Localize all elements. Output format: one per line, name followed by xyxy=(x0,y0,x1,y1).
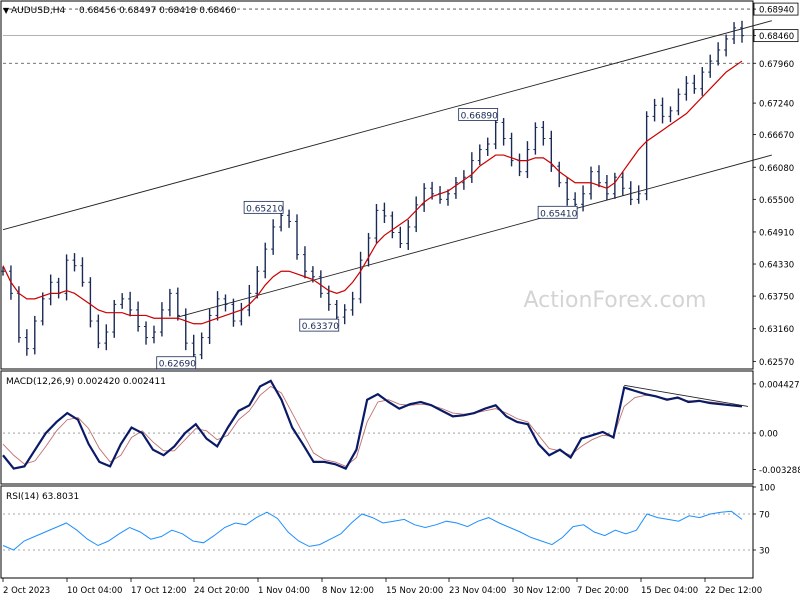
annotation-label: 0.62690 xyxy=(159,360,196,370)
x-tick-label: 7 Dec 20:00 xyxy=(577,586,629,596)
moving-average-line xyxy=(2,60,743,325)
x-tick-label: 23 Nov 04:00 xyxy=(449,586,506,596)
rsi-line xyxy=(2,510,743,551)
macd-tick-label: 0.004427 xyxy=(759,380,800,390)
macd-tick-label: -0.003288 xyxy=(759,466,800,476)
price-tick-label: 0.63750 xyxy=(759,293,794,303)
macd-tick-label: 0.00 xyxy=(759,430,778,440)
x-tick-label: 15 Dec 04:00 xyxy=(641,586,698,596)
symbol-label: AUDUSD,H4 xyxy=(11,6,66,16)
price-tick-label: 0.63160 xyxy=(759,325,794,335)
x-tick-label: 2 Oct 2023 xyxy=(3,586,50,596)
annotation-label: 0.66890 xyxy=(461,111,498,121)
channel-lower-line xyxy=(177,154,772,318)
rsi-tick-label: 30 xyxy=(759,547,770,557)
price-tick-label: 0.67960 xyxy=(759,60,794,70)
annotation-label: 0.63370 xyxy=(302,322,339,332)
price-tick-label: 0.68460 xyxy=(759,32,794,42)
macd-label: MACD(12,26,9) 0.002420 0.002411 xyxy=(6,377,166,387)
rsi-panel xyxy=(0,485,754,579)
macd-line xyxy=(2,379,743,470)
annotation-box xyxy=(243,200,284,214)
x-tick-label: 24 Oct 20:00 xyxy=(194,586,249,596)
watermark: ActionForex.com xyxy=(524,288,707,313)
price-tick-label: 0.66080 xyxy=(759,164,794,174)
price-tick-label: 0.62570 xyxy=(759,358,794,368)
annotation-label: 0.65410 xyxy=(540,209,577,219)
annotation-label: 0.65210 xyxy=(246,204,283,214)
price-tick-label: 0.64910 xyxy=(759,228,794,238)
price-panel xyxy=(0,0,754,370)
x-tick-label: 1 Nov 04:00 xyxy=(258,586,310,596)
annotation-box xyxy=(156,356,197,370)
annotation-box xyxy=(299,318,340,332)
price-tick-label: 0.64330 xyxy=(759,261,794,271)
macd-panel xyxy=(0,370,754,485)
rsi-tick-label: 100 xyxy=(759,484,775,494)
x-tick-label: 8 Nov 12:00 xyxy=(322,586,374,596)
x-tick-label: 15 Nov 20:00 xyxy=(386,586,443,596)
symbol-triangle-icon: ▼ xyxy=(3,6,10,15)
price-tick-label: 0.67240 xyxy=(759,100,794,110)
x-tick-label: 30 Nov 12:00 xyxy=(513,586,570,596)
x-tick-label: 10 Oct 04:00 xyxy=(67,586,122,596)
annotation-box xyxy=(537,205,578,219)
x-tick-label: 17 Oct 12:00 xyxy=(131,586,186,596)
price-tick-label: 0.66670 xyxy=(759,131,794,141)
macd-signal-line xyxy=(2,385,743,467)
macd-divergence-line xyxy=(624,384,749,407)
annotation-box xyxy=(458,108,499,121)
x-tick-label: 22 Dec 12:00 xyxy=(705,586,762,596)
ohlc-label: 0.68456 0.68497 0.68418 0.68460 xyxy=(79,6,237,16)
price-tick-label: 0.65500 xyxy=(759,196,794,206)
price-tick-label: 0.68940 xyxy=(759,6,794,16)
rsi-label: RSI(14) 63.8031 xyxy=(6,492,79,502)
channel-upper-line xyxy=(2,20,772,231)
rsi-tick-label: 70 xyxy=(759,511,770,521)
